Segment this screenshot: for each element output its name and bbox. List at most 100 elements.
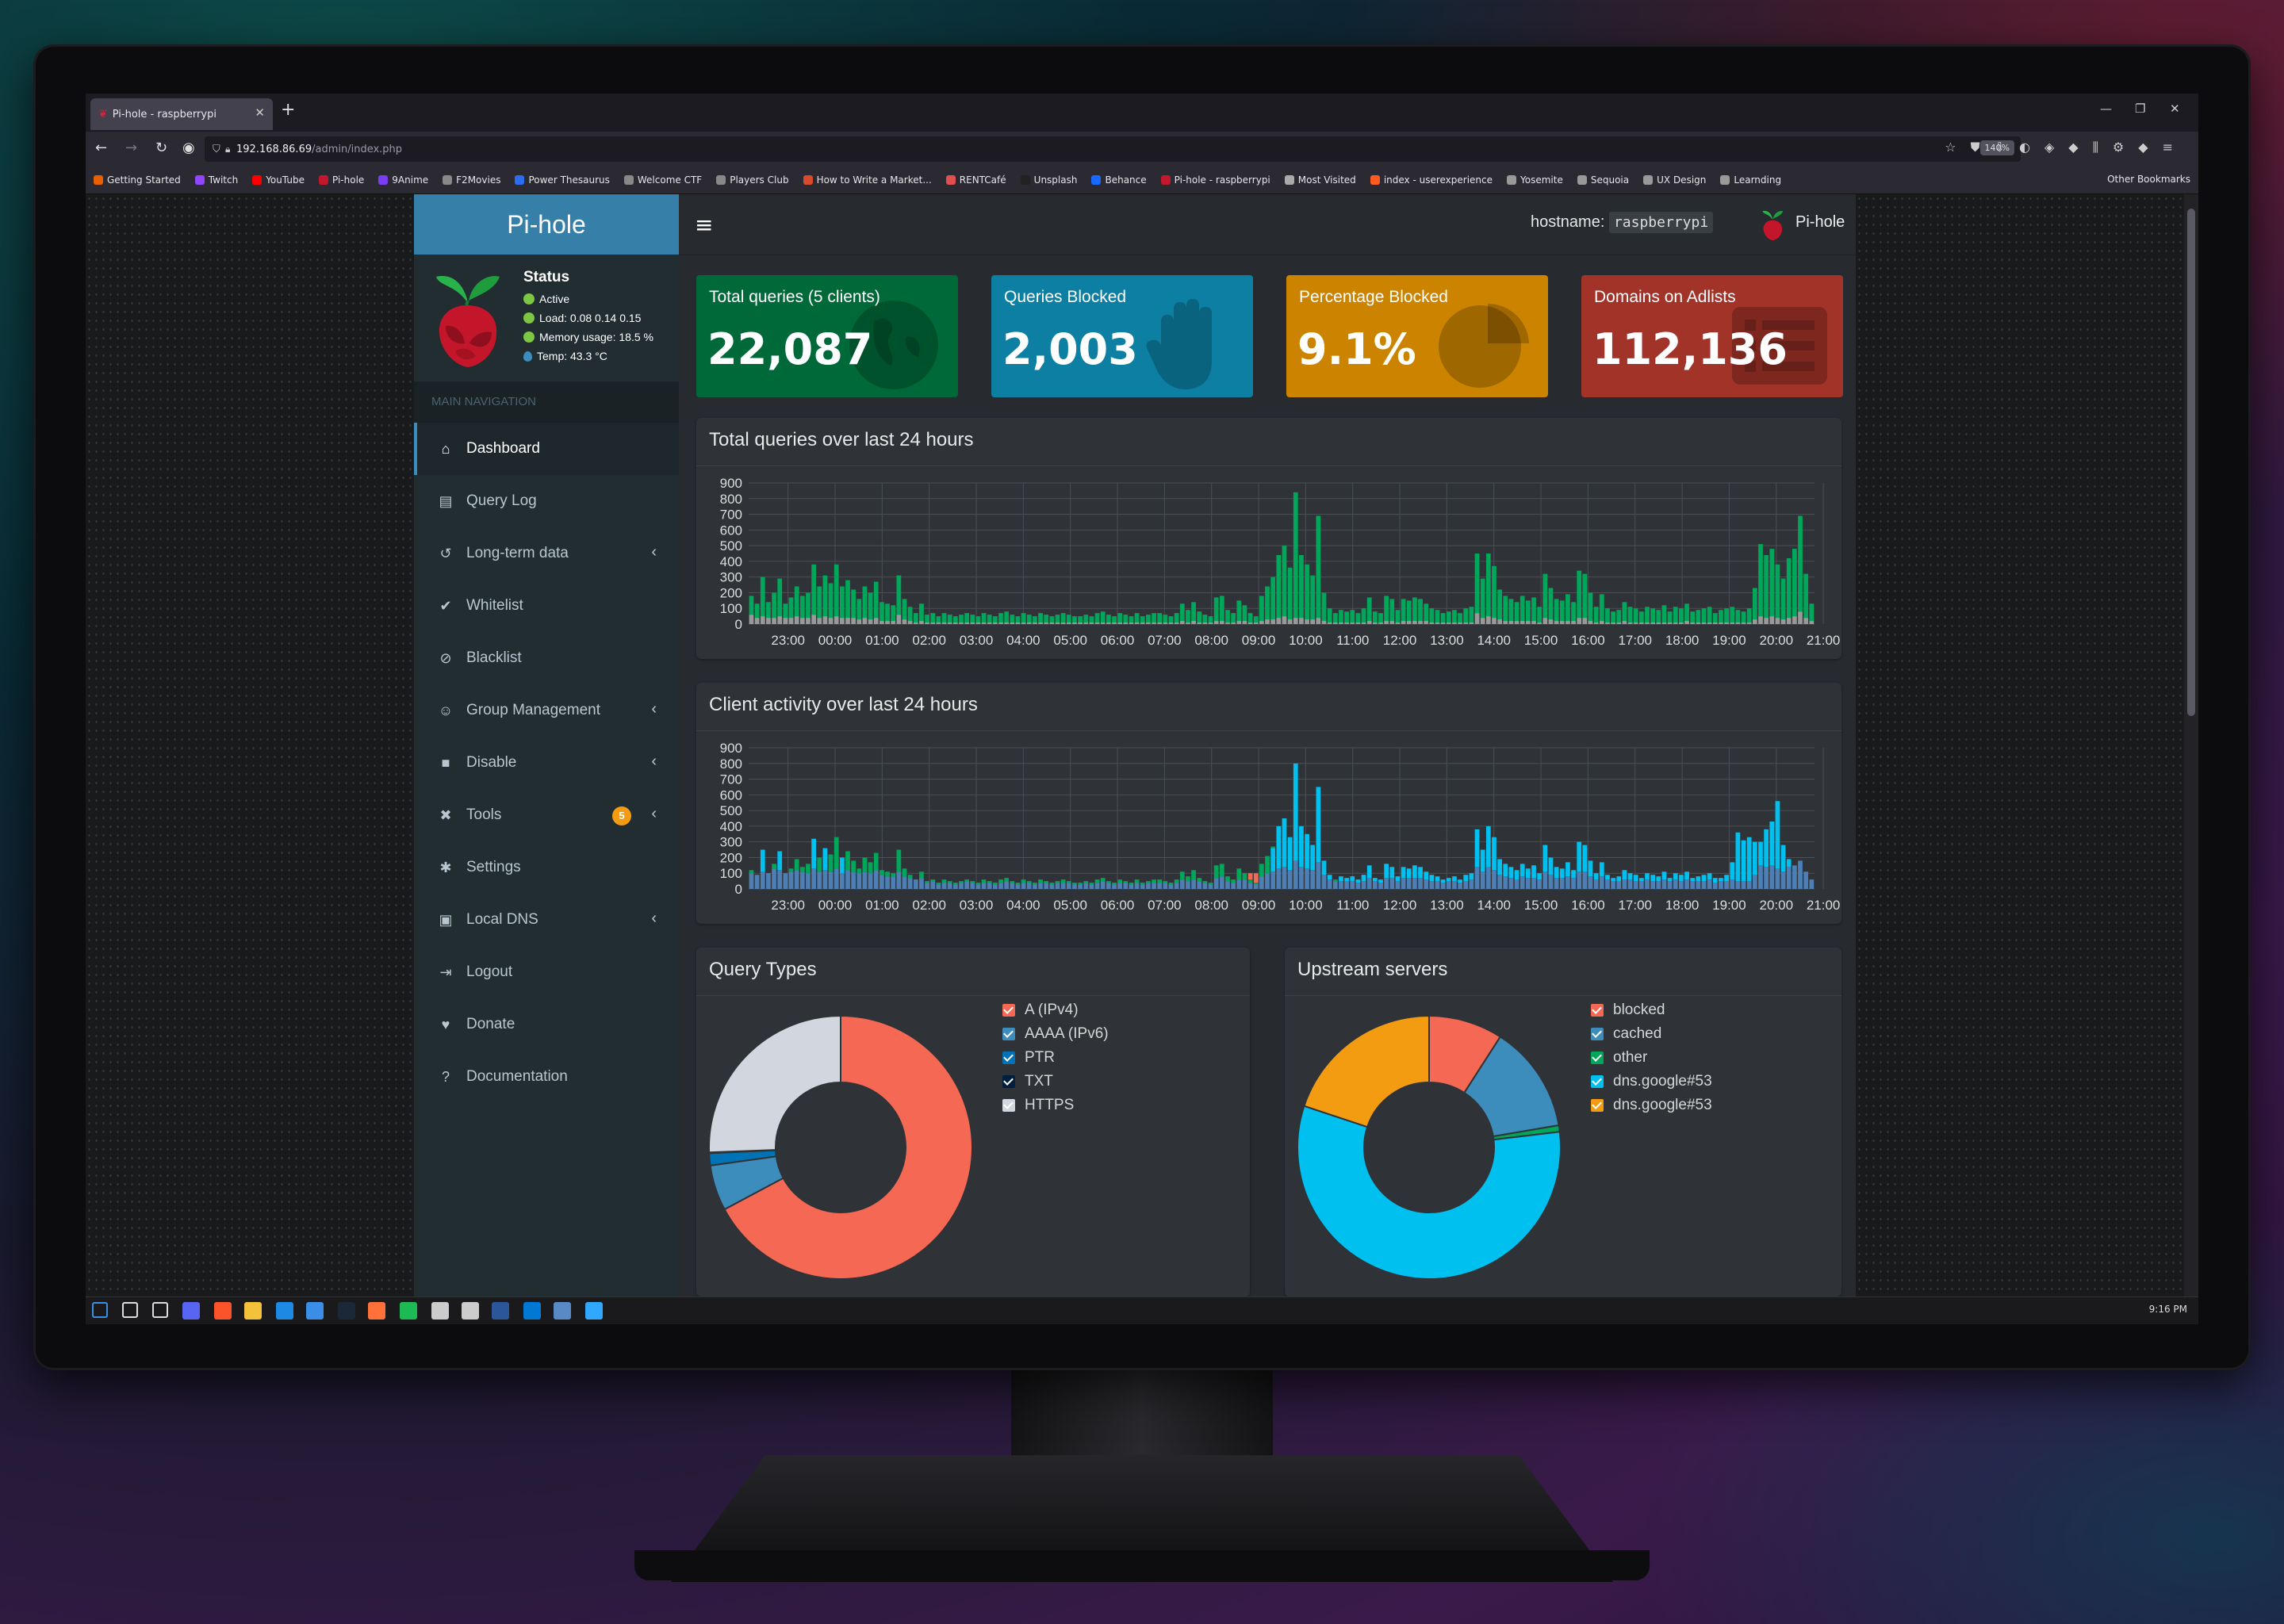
bookmark-item[interactable]: YouTube: [252, 174, 305, 186]
spotify-icon[interactable]: [400, 1302, 417, 1320]
discord-icon[interactable]: [182, 1302, 200, 1320]
sidebar-item-local-dns[interactable]: ▣ Local DNS ‹: [414, 894, 679, 946]
extension-icon[interactable]: ◉: [182, 140, 195, 156]
bookmark-item[interactable]: Behance: [1091, 174, 1147, 186]
sidebar-item-disable[interactable]: ■ Disable ‹: [414, 737, 679, 789]
checkbox-icon[interactable]: [1002, 1099, 1015, 1112]
checkbox-icon[interactable]: [1002, 1028, 1015, 1040]
explorer-icon[interactable]: [244, 1302, 262, 1320]
steam-icon[interactable]: [338, 1302, 355, 1320]
sidebar-item-whitelist[interactable]: ✔ Whitelist: [414, 580, 679, 632]
chart-bar: [1780, 845, 1786, 872]
files-icon[interactable]: [554, 1302, 571, 1320]
legend-item[interactable]: A (IPv4): [1002, 1002, 1079, 1019]
bookmark-item[interactable]: Pi-hole: [318, 174, 364, 186]
upstream-servers-donut[interactable]: [1294, 1008, 1564, 1285]
bookmark-item[interactable]: Learnding: [1720, 174, 1781, 186]
legend-item[interactable]: dns.google#53: [1591, 1073, 1712, 1090]
search-icon[interactable]: [122, 1302, 138, 1318]
checkbox-icon[interactable]: [1591, 1004, 1604, 1017]
bookmark-item[interactable]: Power Thesaurus: [515, 174, 610, 186]
reload-icon[interactable]: ↻: [155, 140, 168, 156]
scrollbar-thumb[interactable]: [2187, 209, 2195, 716]
checkbox-icon[interactable]: [1591, 1028, 1604, 1040]
other-bookmarks[interactable]: Other Bookmarks: [2107, 174, 2190, 185]
toolbar-icons[interactable]: ☆⛊⇩◐◈◆⫼⚙◆≡: [1945, 140, 2187, 155]
url-bar[interactable]: ⛉ 🔒︎ 192.168.86.69 /admin/index.php 140%: [205, 136, 2021, 162]
stat-box[interactable]: Domains on Adlists 112,136: [1581, 275, 1843, 397]
sidebar-item-dashboard[interactable]: ⌂ Dashboard: [414, 423, 679, 475]
checkbox-icon[interactable]: [1591, 1051, 1604, 1064]
legend-item[interactable]: TXT: [1002, 1073, 1053, 1090]
stat-box[interactable]: Percentage Blocked 9.1%: [1286, 275, 1548, 397]
checkbox-icon[interactable]: [1002, 1075, 1015, 1088]
legend-item[interactable]: other: [1591, 1049, 1647, 1067]
bookmark-item[interactable]: Getting Started: [94, 174, 181, 186]
sidebar-item-blacklist[interactable]: ⊘ Blacklist: [414, 632, 679, 684]
sidebar-item-query-log[interactable]: ▤ Query Log: [414, 475, 679, 527]
back-icon[interactable]: ←: [95, 140, 108, 156]
sidebar-item-tools[interactable]: ✖ Tools 5 ‹: [414, 789, 679, 841]
forward-icon[interactable]: →: [125, 140, 138, 156]
bookmark-item[interactable]: Players Club: [716, 174, 789, 186]
page-scrollbar[interactable]: [2184, 194, 2198, 1297]
minimize-icon[interactable]: —: [2100, 102, 2112, 116]
firefox-icon[interactable]: [368, 1302, 385, 1320]
close-tab-icon[interactable]: ✕: [255, 105, 265, 120]
legend-item[interactable]: PTR: [1002, 1049, 1055, 1067]
bookmark-item[interactable]: Pi-hole - raspberrypi: [1160, 174, 1270, 186]
sidebar-item-group-management[interactable]: ☺ Group Management ‹: [414, 684, 679, 737]
sidebar-item-settings[interactable]: ✱ Settings: [414, 841, 679, 894]
bookmark-item[interactable]: Unsplash: [1020, 174, 1077, 186]
legend-item[interactable]: dns.google#53: [1591, 1097, 1712, 1114]
cursor-icon[interactable]: [431, 1302, 449, 1320]
mail-icon[interactable]: [306, 1302, 324, 1320]
header-brand[interactable]: Pi-hole: [1795, 213, 1845, 231]
zoom-badge[interactable]: 140%: [1979, 140, 2014, 155]
sidebar-brand[interactable]: Pi-hole: [414, 194, 679, 255]
legend-item[interactable]: blocked: [1591, 1002, 1665, 1019]
checkbox-icon[interactable]: [1591, 1099, 1604, 1112]
sidebar-item-donate[interactable]: ♥ Donate: [414, 998, 679, 1051]
checkbox-icon[interactable]: [1002, 1004, 1015, 1017]
query-types-donut[interactable]: [706, 1008, 975, 1285]
taskbar-clock[interactable]: 9:16 PM: [2148, 1304, 2187, 1315]
legend-item[interactable]: cached: [1591, 1025, 1661, 1043]
stat-box[interactable]: Total queries (5 clients) 22,087: [696, 275, 958, 397]
bookmark-item[interactable]: RENTCafé: [945, 174, 1006, 186]
checkbox-icon[interactable]: [1591, 1075, 1604, 1088]
bookmark-item[interactable]: F2Movies: [443, 174, 500, 186]
bookmark-item[interactable]: Welcome CTF: [623, 174, 702, 186]
windows-icon[interactable]: [92, 1302, 108, 1318]
outlook-icon[interactable]: [523, 1302, 541, 1320]
bookmark-item[interactable]: index - userexperience: [1370, 174, 1493, 186]
sidebar-item-long-term-data[interactable]: ↺ Long-term data ‹: [414, 527, 679, 580]
bookmark-item[interactable]: How to Write a Market...: [803, 174, 932, 186]
edge-icon[interactable]: [276, 1302, 293, 1320]
sidebar-item-logout[interactable]: ⇥ Logout: [414, 946, 679, 998]
word-icon[interactable]: [492, 1302, 509, 1320]
stat-box[interactable]: Queries Blocked 2,003: [991, 275, 1253, 397]
bookmark-item[interactable]: Twitch: [194, 174, 238, 186]
close-window-icon[interactable]: ✕: [2170, 102, 2180, 116]
bookmark-item[interactable]: Yosemite: [1507, 174, 1563, 186]
new-tab-button[interactable]: +: [281, 100, 296, 120]
menu-toggle-icon[interactable]: ≡: [695, 212, 714, 238]
photoshop-icon[interactable]: [585, 1302, 603, 1320]
checkbox-icon[interactable]: [1002, 1051, 1015, 1064]
bookmark-item[interactable]: Most Visited: [1284, 174, 1356, 186]
brave-icon[interactable]: [214, 1302, 232, 1320]
bookmark-item[interactable]: 9Anime: [378, 174, 428, 186]
notepad-icon[interactable]: [462, 1302, 479, 1320]
bookmark-item[interactable]: Sequoia: [1577, 174, 1629, 186]
legend-item[interactable]: HTTPS: [1002, 1097, 1074, 1114]
task-view-icon[interactable]: [152, 1302, 168, 1318]
restore-icon[interactable]: ❐: [2135, 102, 2146, 116]
bookmark-item[interactable]: UX Design: [1643, 174, 1706, 186]
legend-item[interactable]: AAAA (IPv6): [1002, 1025, 1109, 1043]
sidebar-item-documentation[interactable]: ? Documentation: [414, 1051, 679, 1103]
chart-bar: [1066, 881, 1071, 883]
browser-tab[interactable]: ❦ Pi-hole - raspberrypi ✕: [90, 98, 273, 130]
